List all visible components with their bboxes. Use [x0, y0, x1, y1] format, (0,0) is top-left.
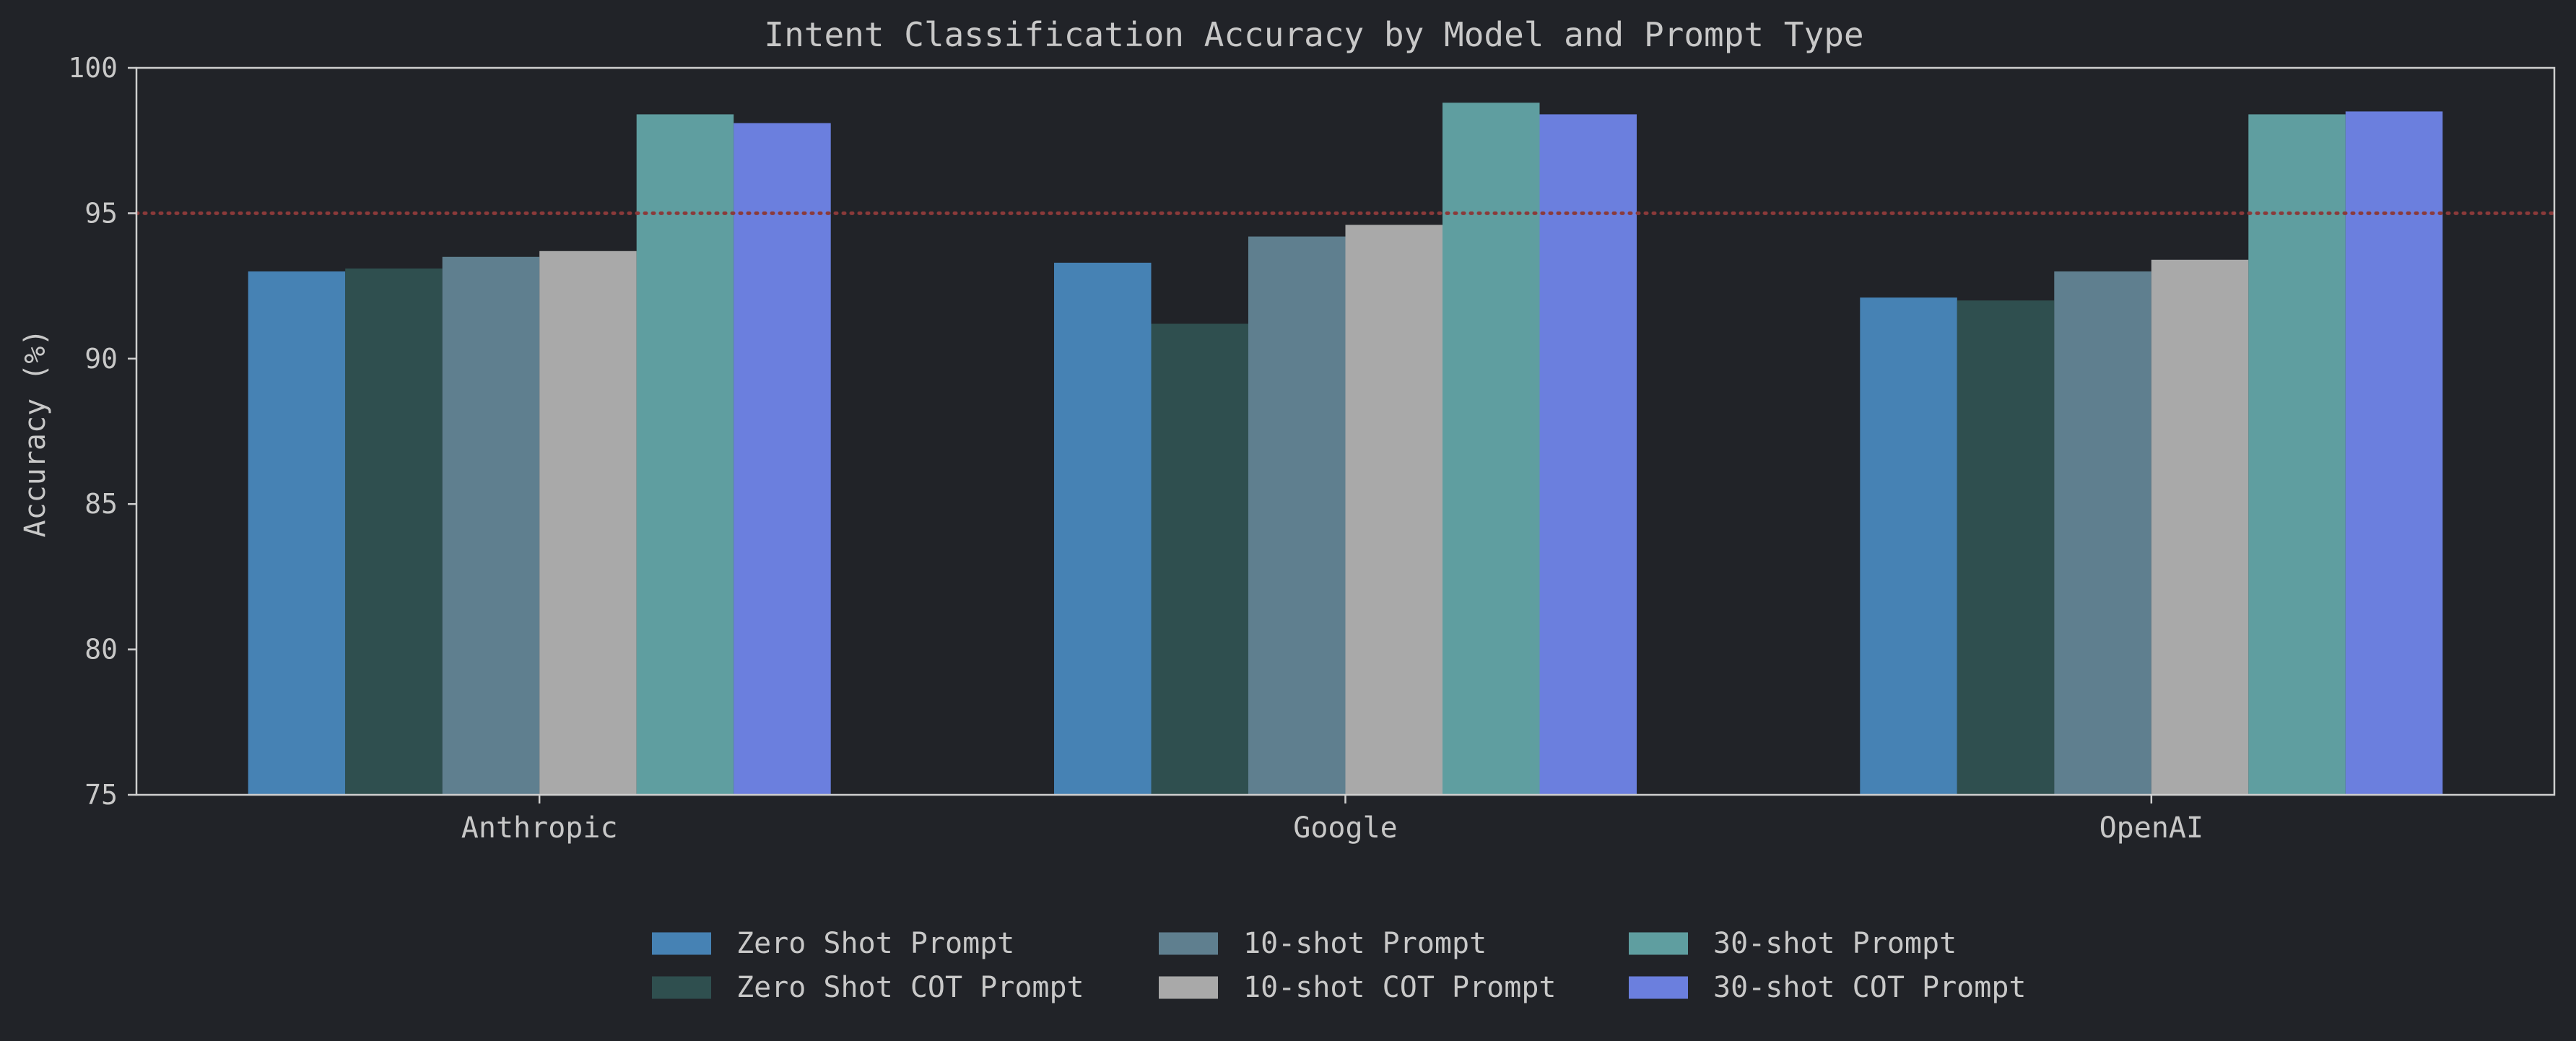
x-tick-label: Anthropic [461, 811, 618, 845]
legend: Zero Shot Prompt Zero Shot COT Prompt 10-s… [652, 927, 2026, 1004]
legend-swatch [652, 976, 711, 999]
y-tick-label: 80 [84, 634, 118, 666]
y-tick-label: 75 [84, 779, 118, 811]
bar [2248, 114, 2346, 795]
bar [636, 114, 734, 795]
bar [248, 271, 346, 795]
legend-label: 30-shot Prompt [1713, 927, 1957, 960]
legend-swatch [1629, 932, 1688, 955]
bar [1248, 236, 1346, 796]
bar [1054, 262, 1152, 795]
y-axis-label: Accuracy (%) [19, 329, 52, 538]
bar [1443, 103, 1540, 796]
y-tick-label: 90 [84, 343, 118, 375]
legend-label: Zero Shot Prompt [736, 927, 1014, 960]
plot-area: 75 80 85 90 95 100 Anthropic Google OpenAI [68, 52, 2557, 845]
y-tick-label: 100 [68, 52, 118, 84]
legend-swatch [652, 932, 711, 955]
bar [1539, 114, 1637, 795]
bar [1151, 323, 1248, 795]
bar [345, 268, 443, 795]
bar [1345, 225, 1443, 795]
bar [2151, 259, 2249, 795]
legend-label: Zero Shot COT Prompt [736, 971, 1084, 1004]
legend-swatch [1159, 932, 1218, 955]
y-tick-label: 95 [84, 197, 118, 229]
legend-label: 10-shot COT Prompt [1243, 971, 1556, 1004]
bar [734, 123, 831, 795]
bar [2345, 111, 2443, 795]
bar [1957, 300, 2055, 795]
bar [1860, 297, 1957, 795]
x-tick-label: OpenAI [2099, 811, 2204, 845]
legend-label: 10-shot Prompt [1243, 927, 1487, 960]
chart-title: Intent Classification Accuracy by Model … [764, 15, 1863, 54]
y-tick-label: 85 [84, 488, 118, 520]
legend-label: 30-shot COT Prompt [1713, 971, 2026, 1004]
legend-swatch [1159, 976, 1218, 999]
x-tick-label: Google [1293, 811, 1398, 845]
bar [442, 256, 540, 795]
bar [2054, 271, 2151, 795]
legend-swatch [1629, 976, 1688, 999]
bar [539, 251, 637, 795]
